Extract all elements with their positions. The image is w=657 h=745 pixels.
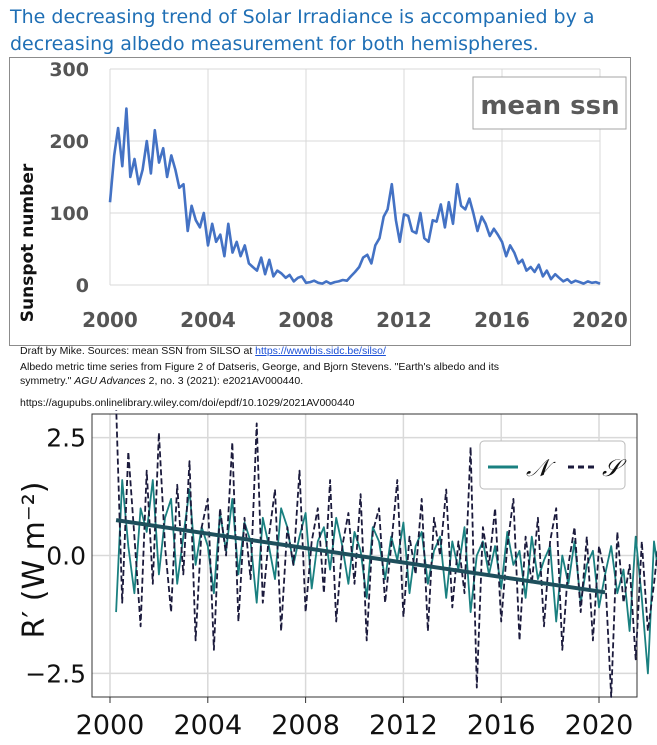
journal-name: AGU Advances bbox=[74, 375, 146, 387]
silso-link[interactable]: https://wwwbis.sidc.be/silso/ bbox=[255, 345, 386, 357]
sunspot-chart: 0 100 200 300 2000 2004 2008 2012 2016 2020 Suns… bbox=[9, 57, 631, 346]
y-axis-label: R′ (W m⁻²) bbox=[17, 482, 52, 639]
chart-title-box bbox=[472, 76, 627, 130]
legend-box bbox=[479, 440, 626, 490]
y-axis-label: Sunspot number bbox=[18, 163, 38, 322]
y-tick-label: 200 bbox=[49, 131, 89, 153]
albedo-citation-line2: symmetry." AGU Advances 2, no. 3 (2021):… bbox=[20, 375, 303, 388]
x-tick-label: 2004 bbox=[180, 308, 236, 332]
x-tick-label: 2008 bbox=[271, 710, 340, 741]
albedo-chart: −2.5 0.0 2.5 2000 2004 2008 2012 2016 2020 R′ (… bbox=[17, 410, 657, 741]
x-tick-label: 2016 bbox=[467, 710, 536, 741]
x-tick-label: 2020 bbox=[572, 308, 628, 332]
ssn-series bbox=[108, 107, 601, 285]
citation-prefix: symmetry." bbox=[20, 375, 75, 387]
x-tick-label: 2012 bbox=[376, 308, 432, 332]
ssn-line bbox=[108, 107, 601, 285]
y-tick-label: 0 bbox=[76, 275, 89, 297]
y-tick-label: 300 bbox=[49, 59, 89, 81]
trend-line bbox=[115, 518, 606, 595]
draft-credit-text: Draft by Mike. Sources: mean SSN from SI… bbox=[20, 345, 256, 357]
y-tick-label: 2.5 bbox=[46, 424, 86, 453]
page-title: The decreasing trend of Solar Irradiance… bbox=[10, 6, 595, 55]
south-series-line bbox=[115, 410, 657, 698]
draft-credit: Draft by Mike. Sources: mean SSN from SI… bbox=[20, 345, 386, 358]
x-tick-label: 2016 bbox=[474, 308, 530, 332]
x-tick-label: 2000 bbox=[82, 308, 138, 332]
x-tick-label: 2004 bbox=[173, 710, 242, 741]
chart-title: mean ssn bbox=[480, 91, 619, 121]
x-tick-label: 2008 bbox=[278, 308, 334, 332]
north-series-line bbox=[115, 479, 657, 675]
doi-link[interactable]: https://agupubs.onlinelibrary.wiley.com/… bbox=[20, 397, 355, 409]
citation-suffix: 2, no. 3 (2021): e2021AV000440. bbox=[145, 375, 304, 387]
legend: 𝒩 𝒮 bbox=[479, 440, 627, 490]
x-tick-label: 2000 bbox=[76, 710, 145, 741]
y-tick-labels: 0 100 200 300 bbox=[49, 59, 89, 297]
albedo-series bbox=[115, 410, 657, 698]
x-tick-labels: 2000 2004 2008 2012 2016 2020 bbox=[82, 308, 628, 332]
x-tick-label: 2012 bbox=[369, 710, 438, 741]
albedo-citation-line1: Albedo metric time series from Figure 2 … bbox=[20, 361, 500, 373]
y-tick-label: −2.5 bbox=[25, 659, 86, 688]
y-tick-label: 100 bbox=[49, 203, 89, 225]
y-tick-label: 0.0 bbox=[46, 542, 86, 571]
x-tick-labels: 2000 2004 2008 2012 2016 2020 bbox=[76, 697, 634, 741]
x-tick-label: 2020 bbox=[565, 710, 634, 741]
y-tick-labels: −2.5 0.0 2.5 bbox=[25, 424, 86, 689]
